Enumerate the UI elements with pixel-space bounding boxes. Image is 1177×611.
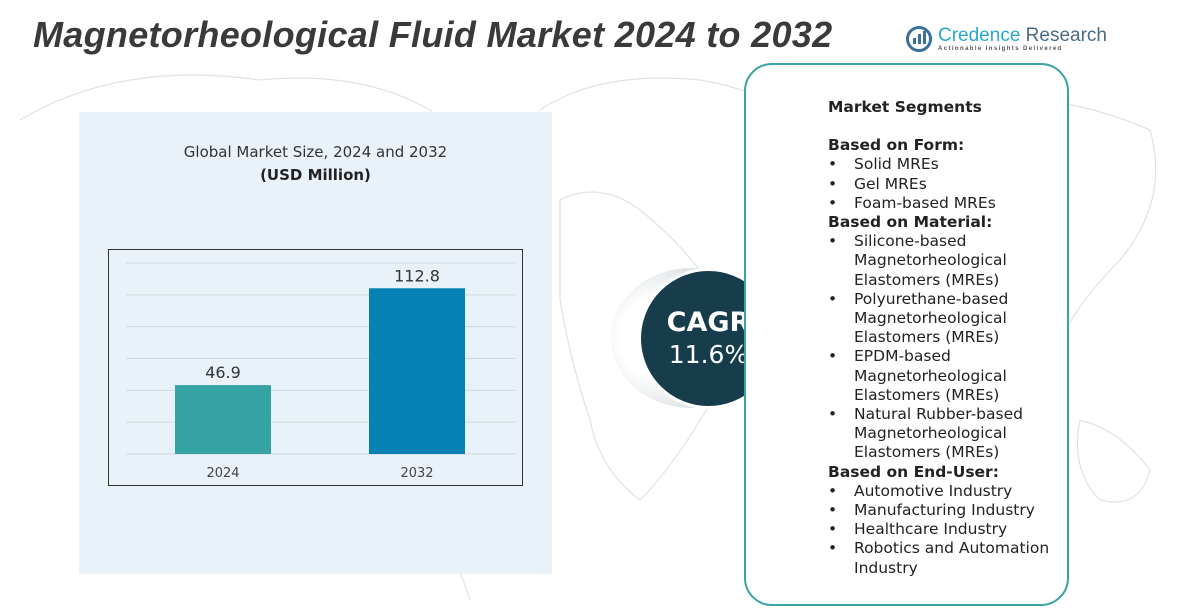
logo-name-b: Research <box>1020 25 1107 46</box>
x-tick-label: 2032 <box>400 466 433 481</box>
logo-tagline: Actionable Insights Delivered <box>938 46 1063 52</box>
data-label: 46.9 <box>205 363 241 382</box>
segment-group-title: Based on Material: <box>828 213 993 232</box>
segment-item: Solid MREs <box>828 155 1068 174</box>
segment-item: Healthcare Industry <box>828 520 1068 539</box>
segment-group-title: Based on Form: <box>828 136 965 155</box>
chart-title: Global Market Size, 2024 and 2032 <box>183 143 448 161</box>
segment-item: Foam-based MREs <box>828 194 1068 213</box>
segment-item: EPDM-based Magnetorheological Elastomers… <box>828 347 1068 405</box>
cagr-value: 11.6% <box>668 340 749 369</box>
bar-2032 <box>369 288 465 454</box>
segment-item: Natural Rubber-based Magnetorheological … <box>828 405 1068 463</box>
segment-item: Robotics and Automation Industry <box>828 539 1068 577</box>
bar-chart-svg: 46.9 2024 112.8 2032 <box>126 262 515 481</box>
chart-subtitle: (USD Million) <box>260 166 371 184</box>
chart-panel <box>79 112 552 574</box>
segment-item: Automotive Industry <box>828 482 1068 501</box>
cagr-label: CAGR <box>666 307 751 338</box>
segment-list: Automotive IndustryManufacturing Industr… <box>828 482 1068 578</box>
bar-chart-logo-icon <box>906 26 932 52</box>
page-title: Magnetorheological Fluid Market 2024 to … <box>33 14 833 55</box>
segment-list: Silicone-based Magnetorheological Elasto… <box>828 232 1068 462</box>
credence-research-logo: Credence Research Actionable Insights De… <box>906 26 1107 52</box>
bar-chart: 46.9 2024 112.8 2032 <box>108 249 523 486</box>
segment-item: Polyurethane-based Magnetorheological El… <box>828 290 1068 348</box>
segment-item: Silicone-based Magnetorheological Elasto… <box>828 232 1068 290</box>
data-label: 112.8 <box>394 266 440 285</box>
segments-heading: Market Segments <box>828 98 982 116</box>
market-segments-panel: Market Segments Based on Form:Solid MREs… <box>744 63 1069 606</box>
segment-item: Gel MREs <box>828 175 1068 194</box>
segment-item: Manufacturing Industry <box>828 501 1068 520</box>
segment-list: Solid MREsGel MREsFoam-based MREs <box>828 155 1068 213</box>
segment-group-title: Based on End-User: <box>828 462 999 481</box>
logo-name: Credence <box>938 25 1021 46</box>
x-tick-label: 2024 <box>206 466 239 481</box>
bar-2024 <box>175 385 271 454</box>
